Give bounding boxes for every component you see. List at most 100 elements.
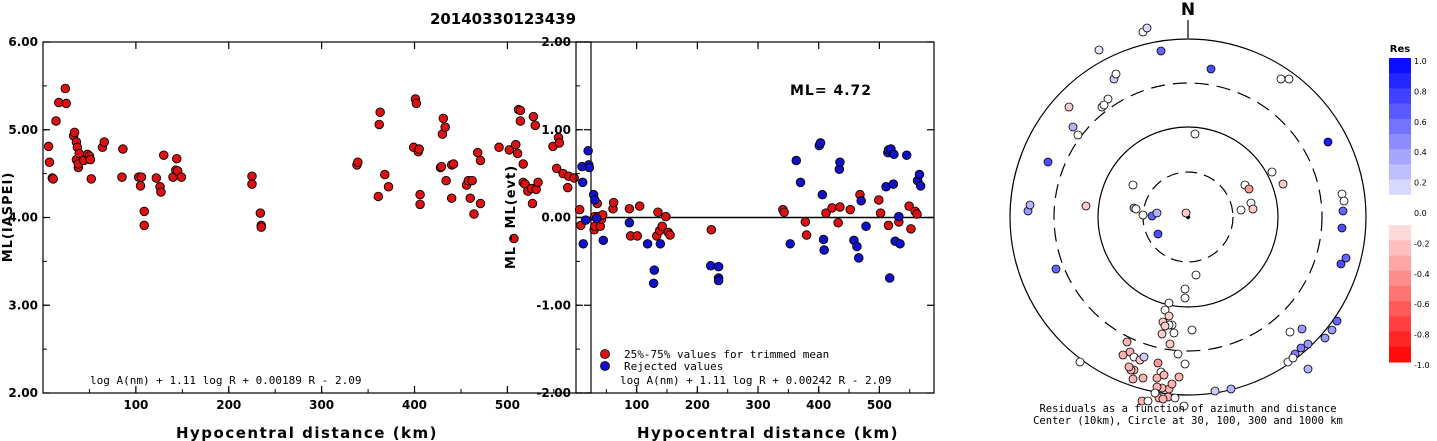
station-marker	[1064, 102, 1074, 112]
station-marker	[1043, 157, 1053, 167]
colorbar-cell	[1389, 58, 1411, 74]
data-point	[353, 157, 363, 167]
x-tick-label: 400	[402, 398, 427, 412]
station-marker	[1068, 122, 1078, 132]
range-circle-300km	[1053, 82, 1323, 352]
station-marker	[1248, 204, 1258, 214]
data-point	[99, 137, 110, 147]
data-point	[591, 213, 602, 224]
station-marker	[1191, 270, 1201, 280]
station-marker	[1285, 327, 1295, 337]
data-point	[515, 105, 526, 116]
data-point	[845, 204, 856, 215]
data-point	[632, 231, 643, 241]
x-tick-label: 400	[806, 398, 831, 412]
data-point	[533, 177, 543, 188]
colorbar-tick-label: 0.0	[1414, 209, 1427, 218]
data-point	[411, 98, 422, 109]
data-point	[648, 278, 659, 289]
data-point	[852, 241, 862, 252]
data-point	[598, 235, 609, 246]
data-point	[136, 172, 147, 182]
data-point	[156, 187, 166, 197]
data-point	[884, 273, 895, 283]
colorbar-cell	[1389, 286, 1411, 302]
caption-line-1: Residuals as a function of azimuth and d…	[1039, 403, 1336, 415]
data-point	[608, 197, 619, 208]
data-point	[60, 83, 71, 94]
station-marker	[1236, 205, 1246, 215]
data-point	[791, 155, 802, 166]
colorbar-cell	[1389, 316, 1411, 333]
data-point	[475, 198, 486, 209]
colorbar-cell	[1389, 164, 1411, 181]
data-point	[888, 179, 899, 189]
data-point	[69, 127, 80, 138]
station-marker	[1303, 364, 1313, 374]
station-marker	[1303, 339, 1313, 349]
data-point	[139, 220, 149, 231]
data-point	[889, 149, 899, 160]
station-marker	[1327, 325, 1337, 335]
y-tick-label: 3.00	[8, 298, 38, 312]
station-marker	[1073, 130, 1083, 140]
data-point	[713, 275, 724, 286]
data-point	[511, 139, 521, 150]
colorbar-tick-label: 1.0	[1414, 57, 1427, 66]
data-point	[383, 182, 394, 192]
station-marker	[1131, 204, 1141, 214]
data-point	[642, 239, 653, 249]
station-marker	[1160, 321, 1170, 331]
figure-title: 20140330123439	[430, 10, 576, 28]
station-marker	[1170, 393, 1180, 403]
station-marker	[1081, 201, 1091, 211]
data-point	[86, 174, 97, 184]
colorbar-cell	[1389, 331, 1411, 348]
data-point	[912, 209, 922, 219]
data-point	[875, 208, 886, 218]
y-tick-label: 2.00	[541, 35, 571, 49]
station-marker	[1288, 353, 1298, 363]
station-marker	[1164, 311, 1174, 321]
station-marker	[1173, 349, 1183, 359]
station-marker	[1158, 394, 1168, 404]
station-marker	[1284, 74, 1294, 84]
range-circle-1000km	[1009, 38, 1367, 396]
station-marker	[1297, 324, 1307, 334]
data-point	[85, 154, 96, 165]
data-point	[176, 172, 187, 182]
data-point	[833, 218, 843, 228]
data-point	[530, 120, 541, 131]
data-point	[569, 173, 580, 183]
data-point	[475, 155, 486, 166]
data-point	[653, 207, 663, 217]
station-marker	[1296, 343, 1306, 353]
colorbar-cell	[1389, 301, 1411, 317]
station-marker	[1339, 196, 1349, 206]
data-point	[634, 201, 645, 211]
station-marker	[1051, 264, 1061, 274]
legend-label-rejected: Rejected values	[624, 360, 723, 373]
data-point	[874, 195, 884, 205]
data-point	[895, 239, 905, 249]
station-marker	[1206, 64, 1216, 74]
colorbar-cell	[1389, 118, 1411, 135]
data-point	[118, 144, 128, 154]
station-marker	[1099, 100, 1109, 110]
station-marker	[1138, 373, 1148, 383]
colorbar-cell	[1389, 73, 1411, 89]
data-point	[578, 239, 589, 249]
data-point	[883, 220, 894, 231]
station-marker	[1103, 94, 1113, 104]
station-marker	[1150, 388, 1160, 398]
station-marker	[1111, 69, 1121, 79]
data-point	[44, 157, 55, 167]
x-axis-label: Hypocentral distance (km)	[637, 424, 899, 441]
data-point	[527, 198, 538, 209]
station-marker	[1167, 379, 1177, 389]
data-point	[705, 261, 716, 271]
station-marker	[1142, 23, 1152, 33]
colorbar-tick-label: -0.6	[1414, 300, 1430, 309]
x-tick-label: 200	[216, 398, 241, 412]
formula-text: log A(nm) + 1.11 log R + 0.00189 R - 2.0…	[90, 374, 362, 387]
